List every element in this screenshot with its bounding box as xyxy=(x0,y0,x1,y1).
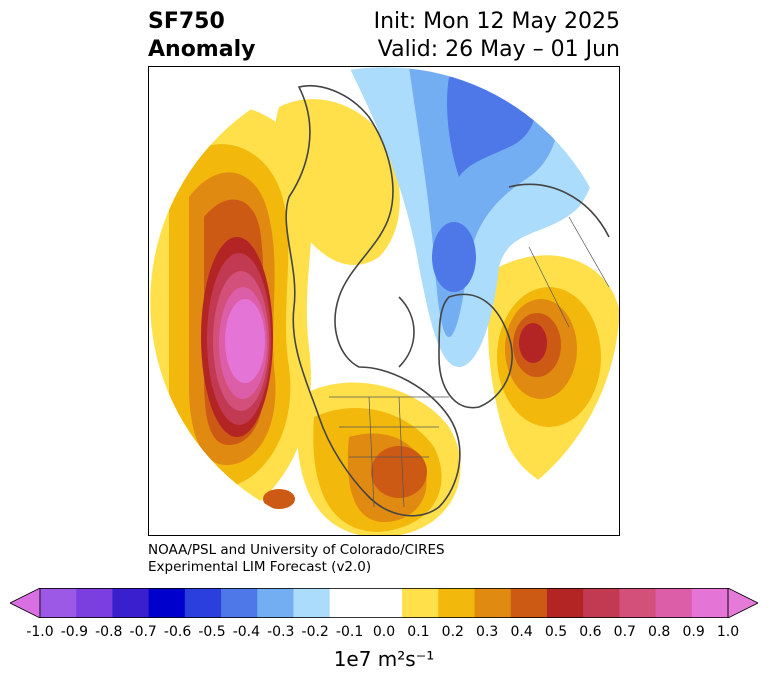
colorbar-segment xyxy=(329,588,367,618)
colorbar-tick-label: -0.5 xyxy=(198,624,226,640)
title-quantity: Anomaly xyxy=(148,37,256,62)
colorbar-segment xyxy=(148,588,186,618)
colorbar-units: 1e7 m²s⁻¹ xyxy=(333,647,435,671)
credit-line-1: NOAA/PSL and University of Colorado/CIRE… xyxy=(148,542,445,558)
map-title: SF750 Anomaly xyxy=(148,8,255,64)
colorbar-tick-label: 0.8 xyxy=(648,624,671,640)
anomaly-russia--0.2 xyxy=(432,222,476,292)
colorbar-tick-label: 0.5 xyxy=(544,624,568,640)
colorbar-tick-label: -0.8 xyxy=(95,624,123,640)
anomaly-europe-0.5 xyxy=(519,323,547,363)
anomaly-us-small-0.4 xyxy=(263,489,295,509)
colorbar-segment xyxy=(510,588,548,618)
colorbar-segment xyxy=(438,588,476,618)
colorbar-tick-label: 0.4 xyxy=(510,624,533,640)
colorbar-tick-label: 0.0 xyxy=(372,624,396,640)
colorbar-border xyxy=(39,588,729,619)
colorbar-segment xyxy=(655,588,693,618)
colorbar-segment xyxy=(184,588,222,618)
colorbar-segment xyxy=(293,588,331,618)
colorbar-under-arrow xyxy=(9,587,41,619)
colorbar-segment xyxy=(402,588,439,618)
colorbar-tick-label: -0.4 xyxy=(232,624,261,640)
colorbar-tick-label: -0.6 xyxy=(163,624,192,640)
colorbar-tick-label: 0.7 xyxy=(613,624,636,640)
colorbar-svg xyxy=(9,587,759,619)
colorbar-segment xyxy=(474,588,512,618)
polar-map xyxy=(149,67,619,535)
colorbar-segment xyxy=(112,588,150,618)
colorbar-tick-label: -0.3 xyxy=(267,624,295,640)
colorbar-ticks: -1.0 -0.9 -0.8 -0.7 -0.6 -0.5 -0.4 -0.3 -0.2 -0.1… xyxy=(0,624,768,644)
colorbar-tick-label: 0.1 xyxy=(407,624,430,640)
colorbar-tick-label: -0.7 xyxy=(129,624,157,640)
forecast-dates: Init: Mon 12 May 2025 Valid: 26 May – 01… xyxy=(374,8,620,64)
credit-text: NOAA/PSL and University of Colorado/CIRE… xyxy=(148,542,445,576)
colorbar-segment xyxy=(691,588,729,618)
coastlines xyxy=(285,85,610,517)
title-variable: SF750 xyxy=(148,9,225,34)
valid-range: Valid: 26 May – 01 Jun xyxy=(377,37,620,62)
colorbar-segment xyxy=(583,588,620,618)
colorbar-tick-label: 0.9 xyxy=(682,624,705,640)
colorbar-segment xyxy=(76,588,113,618)
colorbar-tick-label: -0.2 xyxy=(301,624,329,640)
anomaly-canada-0.1 xyxy=(275,99,400,266)
colorbar-segment xyxy=(546,588,584,618)
map-panel xyxy=(148,66,620,536)
colorbar-over-arrow xyxy=(727,587,759,619)
credit-line-2: Experimental LIM Forecast (v2.0) xyxy=(148,559,372,575)
colorbar-tick-label: -0.9 xyxy=(60,624,89,640)
borders xyxy=(329,216,610,508)
colorbar-tick-label: -1.0 xyxy=(26,624,54,640)
colorbar-segment xyxy=(221,588,258,618)
colorbar-segment xyxy=(619,588,657,618)
anomaly-us-0.4 xyxy=(371,446,427,498)
anomaly-pacific-0.9 xyxy=(225,299,265,383)
colorbar xyxy=(9,587,759,619)
colorbar-tick-label: 1.0 xyxy=(716,624,740,640)
colorbar-tick-label: 0.6 xyxy=(579,624,602,640)
colorbar-segment xyxy=(257,588,294,618)
colorbar-segment xyxy=(40,588,77,618)
colorbar-tick-label: 0.3 xyxy=(476,624,499,640)
colorbar-segment xyxy=(365,588,403,618)
colorbar-tick-label: 0.2 xyxy=(441,624,464,640)
colorbar-tick-label: -0.1 xyxy=(335,624,364,640)
init-date: Init: Mon 12 May 2025 xyxy=(373,9,620,34)
